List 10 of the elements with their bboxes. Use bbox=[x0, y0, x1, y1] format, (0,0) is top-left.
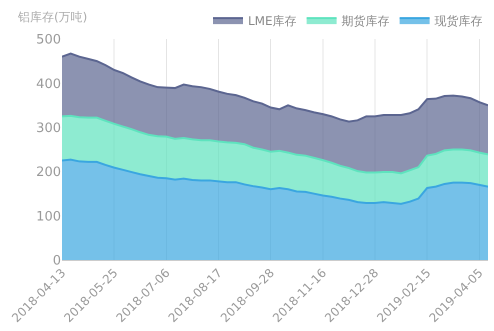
y-tick-label: 500 bbox=[36, 32, 61, 48]
y-tick-label: 400 bbox=[36, 76, 61, 92]
legend-label: 期货库存 bbox=[342, 14, 390, 28]
y-tick-label: 200 bbox=[36, 165, 61, 180]
legend-label: 现货库存 bbox=[434, 14, 483, 28]
y-tick-label: 300 bbox=[36, 120, 61, 136]
y-tick-label: 100 bbox=[36, 209, 61, 224]
legend-label: LME库存 bbox=[248, 14, 297, 28]
y-axis-title: 铝库存(万吨) bbox=[17, 10, 88, 24]
y-tick-label: 0 bbox=[52, 254, 61, 269]
